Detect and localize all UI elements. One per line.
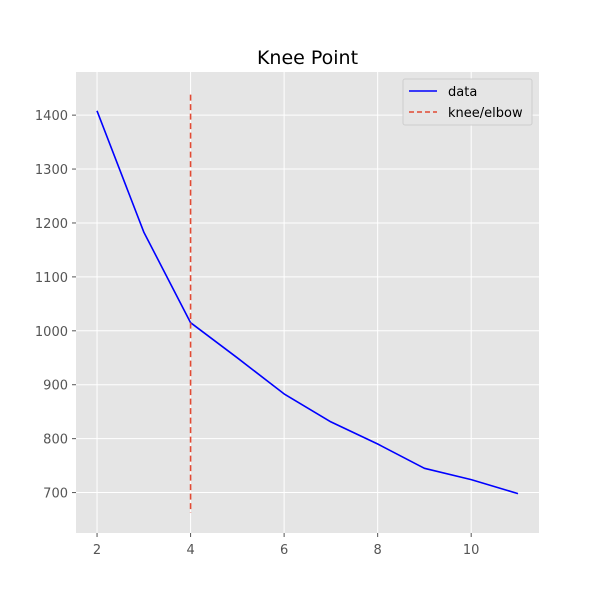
y-tick-label: 1100 (35, 271, 68, 286)
y-tick-label: 800 (43, 433, 68, 448)
legend-knee-label: knee/elbow (448, 106, 523, 121)
x-tick-label: 6 (280, 543, 288, 558)
y-tick-label: 1300 (35, 163, 68, 178)
plot-area (76, 72, 539, 533)
legend: data knee/elbow (402, 78, 533, 126)
legend-data-label: data (448, 85, 477, 100)
x-tick-label: 4 (186, 543, 194, 558)
y-tick-label: 1400 (35, 109, 68, 124)
y-tick-label: 900 (43, 379, 68, 394)
chart-title: Knee Point (257, 47, 358, 69)
axis-ticks: 2 4 6 8 10 700 800 900 1000 1100 1200 1300 1400 (35, 109, 480, 558)
series-line-data (96, 110, 519, 495)
y-tick-label: 700 (43, 487, 68, 502)
series-layer (96, 94, 519, 514)
x-tick-label: 2 (93, 543, 101, 558)
x-tick-label: 8 (374, 543, 382, 558)
y-tick-label: 1200 (35, 217, 68, 232)
x-tick-label: 10 (463, 543, 480, 558)
y-tick-label: 1000 (35, 325, 68, 340)
